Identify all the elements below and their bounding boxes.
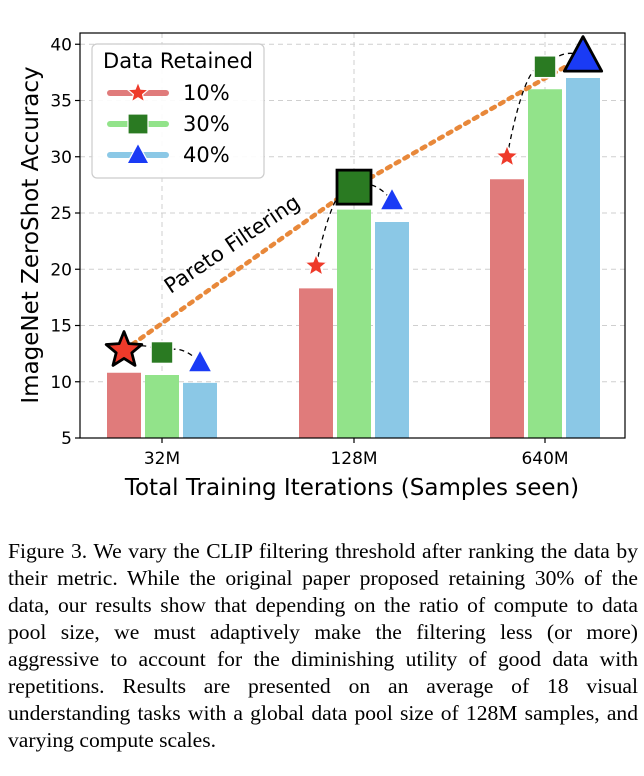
legend-entry-30%: 30% <box>107 112 230 136</box>
x-tick-label-640M: 640M <box>521 449 568 469</box>
marker-30%-128M <box>335 168 373 206</box>
legend-title: Data Retained <box>103 49 253 73</box>
marker-40%-32M <box>187 348 213 373</box>
legend-entry-10%: 10% <box>107 81 230 105</box>
y-tick-label-30: 30 <box>50 148 72 168</box>
y-tick-label-5: 5 <box>61 429 72 449</box>
x-axis-ticks: 32M 128M 640M <box>144 438 569 469</box>
pareto-label: Pareto Filtering <box>160 190 304 298</box>
figure-caption: Figure 3. We vary the CLIP filtering thr… <box>8 539 638 752</box>
legend-entry-40%: 40% <box>107 142 230 167</box>
y-axis-label: ImageNet ZeroShot Accuracy <box>18 66 44 403</box>
marker-10%-128M <box>303 253 329 277</box>
legend-label-10%: 10% <box>183 81 230 105</box>
plot-frame <box>79 32 626 439</box>
bar-30%-640M <box>528 89 562 438</box>
bar-30%-128M <box>337 209 371 438</box>
bar-40%-128M <box>375 222 409 438</box>
legend-label-40%: 40% <box>183 143 230 167</box>
y-tick-label-35: 35 <box>50 92 72 112</box>
x-tick-label-32M: 32M <box>144 449 180 469</box>
legend-label-30%: 30% <box>183 112 230 136</box>
bar-30%-32M <box>145 375 179 438</box>
y-tick-label-25: 25 <box>50 204 72 224</box>
bar-40%-32M <box>183 382 217 438</box>
marker-10%-32M <box>104 330 144 367</box>
marker-30%-32M <box>150 340 174 365</box>
y-tick-label-15: 15 <box>50 317 72 337</box>
legend-marker-10% <box>126 81 150 103</box>
legend-marker-40% <box>126 142 150 165</box>
marker-40%-640M <box>562 35 604 73</box>
x-tick-label-128M: 128M <box>330 449 377 469</box>
marker-10%-640M <box>494 143 520 168</box>
y-axis-ticks: 5 10 15 20 25 30 35 40 <box>50 35 80 449</box>
y-tick-label-40: 40 <box>50 35 72 55</box>
legend-box <box>91 43 265 179</box>
x-axis-label: Total Training Iterations (Samples seen) <box>124 475 579 501</box>
bar-40%-640M <box>566 78 600 438</box>
marker-30%-640M <box>533 54 557 79</box>
bar-chart: 5 10 15 20 25 30 35 40 32M 128M 640M ImageNet Zer… <box>18 32 626 501</box>
bar-10%-640M <box>490 179 524 438</box>
marker-40%-128M <box>379 186 405 211</box>
bar-10%-32M <box>107 372 141 438</box>
legend-marker-30% <box>127 113 149 135</box>
connector-128M-0 <box>315 185 355 267</box>
y-tick-label-20: 20 <box>50 260 72 280</box>
y-tick-label-10: 10 <box>50 373 72 393</box>
markers <box>104 35 604 373</box>
legend: Data Retained 10% 30% 40% <box>91 43 265 179</box>
bars <box>107 78 600 438</box>
bar-10%-128M <box>299 288 333 438</box>
